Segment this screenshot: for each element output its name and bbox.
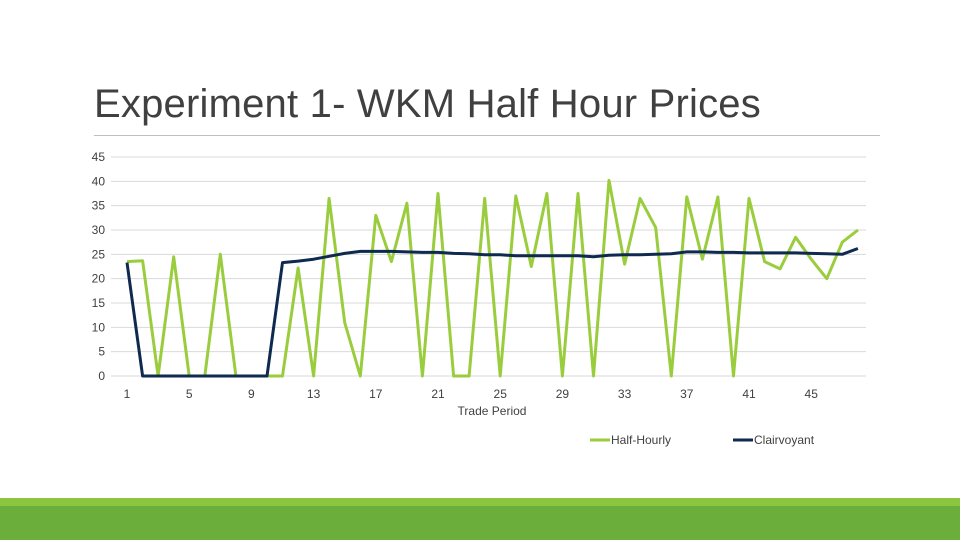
x-tick-label: 37 [680,387,694,401]
series-lines [125,178,859,378]
y-tick-label: 15 [92,296,106,310]
footer-accent [0,498,960,506]
x-tick-label: 29 [556,387,570,401]
y-tick-label: 20 [92,272,106,286]
x-tick-label: 9 [248,387,255,401]
x-axis-ticks: 1 5 9 13 17 21 25 29 33 37 41 45 [124,387,819,401]
y-axis-ticks: 0 5 10 15 20 25 30 35 40 45 [92,150,106,383]
x-tick-label: 1 [124,387,131,401]
y-tick-label: 30 [92,223,106,237]
legend: Half-Hourly Clairvoyant [590,433,815,447]
x-tick-label: 17 [369,387,383,401]
y-tick-label: 10 [92,320,106,334]
y-tick-label: 45 [92,150,106,164]
series-line-clairvoyant [125,247,859,378]
x-tick-label: 45 [805,387,819,401]
x-tick-label: 21 [431,387,445,401]
slide-title: Experiment 1- WKM Half Hour Prices [94,82,761,126]
y-tick-label: 25 [92,247,106,261]
y-tick-label: 40 [92,174,106,188]
x-tick-label: 41 [742,387,756,401]
title-divider [94,135,880,136]
legend-label: Half-Hourly [611,433,671,447]
legend-label: Clairvoyant [754,433,815,447]
x-tick-label: 25 [494,387,508,401]
x-tick-label: 33 [618,387,632,401]
y-tick-label: 5 [98,345,105,359]
y-tick-label: 0 [98,369,105,383]
x-axis-title: Trade Period [458,404,527,418]
x-tick-label: 13 [307,387,321,401]
gridlines [111,156,866,377]
y-tick-label: 35 [92,199,106,213]
x-tick-label: 5 [186,387,193,401]
